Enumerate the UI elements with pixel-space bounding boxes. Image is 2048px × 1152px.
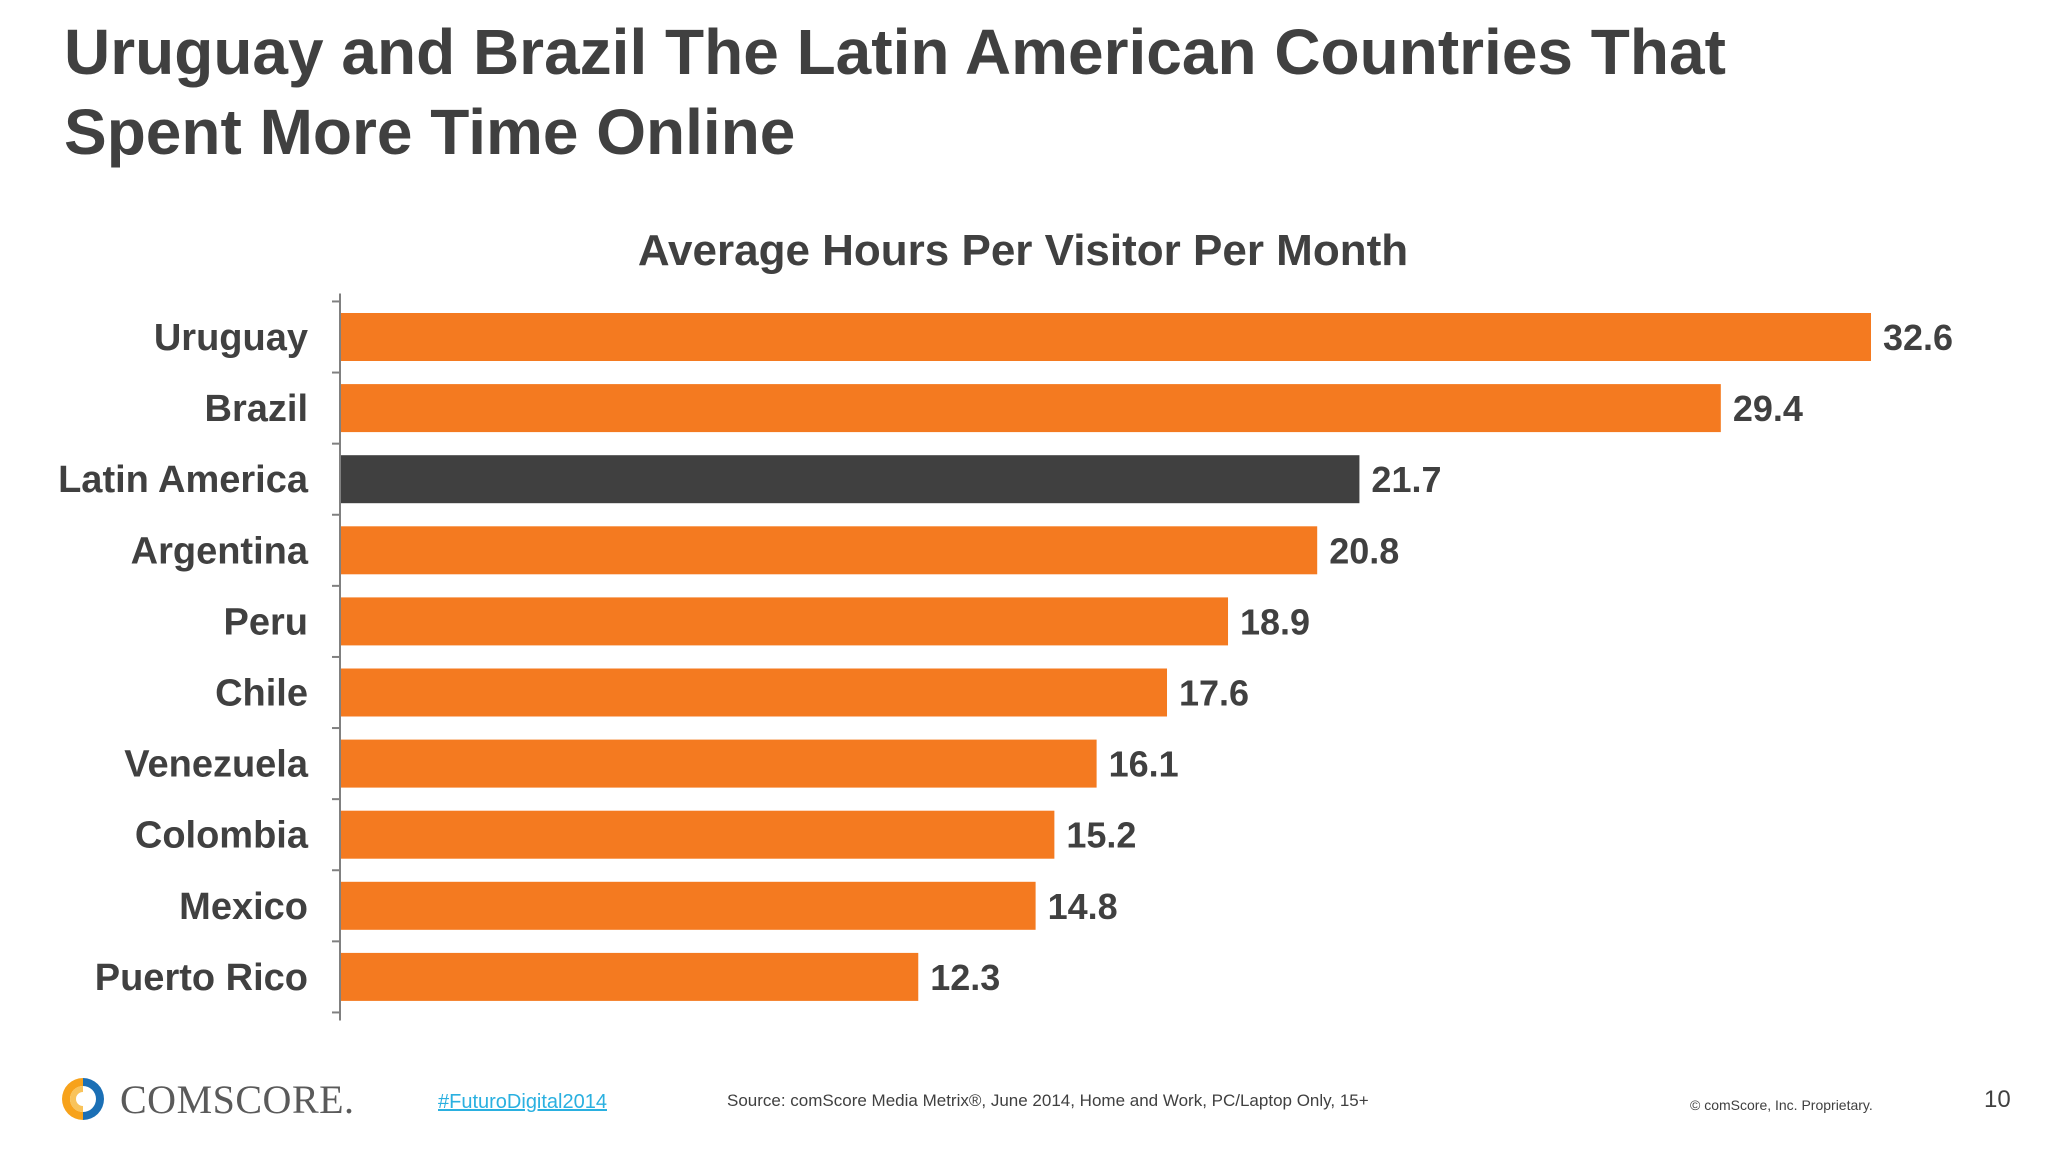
source-note: Source: comScore Media Metrix®, June 201…: [727, 1091, 1369, 1110]
category-label: Latin America: [58, 459, 309, 501]
bar: [341, 384, 1721, 433]
category-label: Uruguay: [154, 317, 308, 359]
category-label: Venezuela: [124, 744, 309, 786]
data-label: 32.6: [1883, 317, 1953, 358]
copyright-note: © comScore, Inc. Proprietary.: [1690, 1097, 1873, 1113]
slide-title: Uruguay and Brazil The Latin American Co…: [64, 12, 1964, 172]
category-label: Chile: [215, 673, 308, 715]
bar: [341, 881, 1036, 930]
category-label: Brazil: [205, 388, 308, 430]
category-label: Colombia: [135, 815, 309, 857]
data-label: 15.2: [1066, 815, 1136, 856]
category-label: Argentina: [131, 530, 309, 572]
data-label: 29.4: [1733, 388, 1803, 429]
comscore-logo: COMSCORE.: [62, 1075, 355, 1123]
data-label: 16.1: [1109, 744, 1179, 785]
data-label: 20.8: [1329, 530, 1399, 571]
bar: [341, 668, 1168, 717]
data-label: 21.7: [1371, 459, 1441, 500]
slide-title-line-1: Uruguay and Brazil The Latin American Co…: [64, 16, 1726, 88]
hashtag-link[interactable]: #FuturoDigital2014: [438, 1091, 607, 1113]
bars: 32.6 29.4 21.7 20.8 18.9 17.616.1 15.2 14.8 12.3: [341, 313, 1953, 1001]
data-label: 12.3: [930, 957, 1000, 998]
bar: [341, 526, 1318, 575]
bar: [341, 739, 1097, 788]
category-label: Puerto Rico: [95, 957, 308, 999]
bar: [341, 455, 1360, 504]
bar: [341, 952, 919, 1001]
comscore-logo-icon: [62, 1076, 104, 1122]
data-label: 18.9: [1240, 601, 1310, 642]
category-label: Peru: [224, 601, 308, 643]
category-axis: Uruguay Brazil Latin America Argentina Peru C…: [58, 293, 341, 1021]
slide-title-line-2: Spent More Time Online: [64, 96, 796, 168]
bar: [341, 810, 1055, 859]
chart-title: Average Hours Per Visitor Per Month: [638, 226, 1408, 275]
comscore-logo-text: COMSCORE.: [120, 1076, 355, 1122]
category-label: Mexico: [179, 886, 308, 928]
bar: [341, 597, 1229, 646]
data-label: 14.8: [1048, 886, 1118, 927]
page-number: 10: [1984, 1086, 2011, 1113]
data-label: 17.6: [1179, 673, 1249, 714]
bar: [341, 313, 1871, 361]
